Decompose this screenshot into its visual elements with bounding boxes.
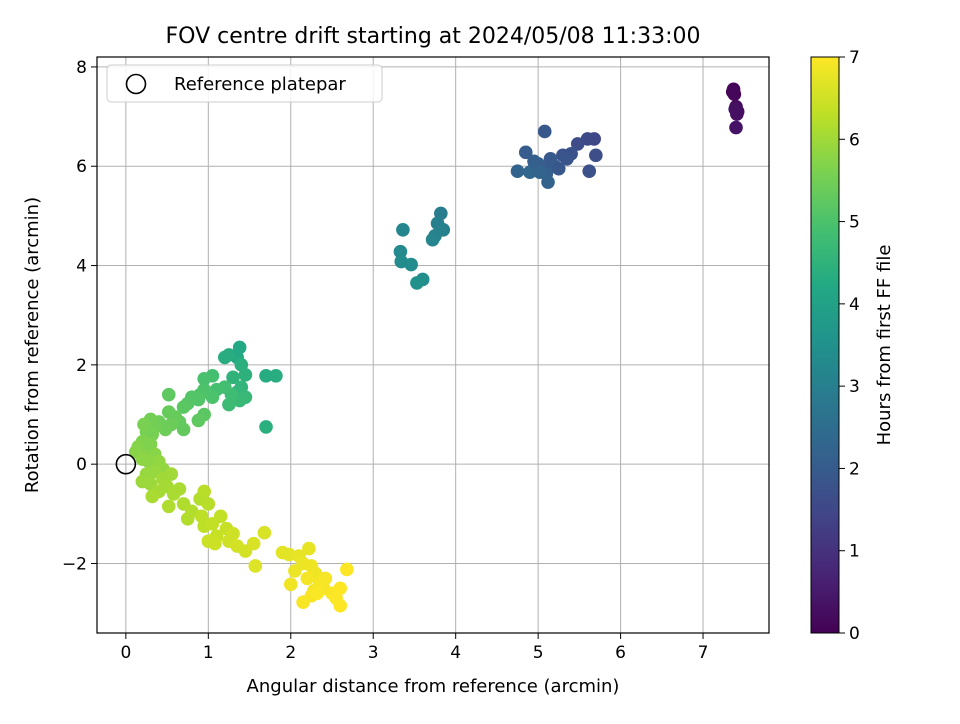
x-tick-label: 2 xyxy=(285,643,296,663)
data-point xyxy=(300,571,315,586)
data-point xyxy=(226,526,240,541)
data-point xyxy=(340,562,354,577)
x-tick-label: 0 xyxy=(120,643,131,663)
data-point xyxy=(329,591,343,606)
legend: Reference platepar xyxy=(106,64,383,103)
y-tick-label: 2 xyxy=(76,356,87,376)
y-tick-label: 8 xyxy=(76,58,87,78)
x-axis-label: Angular distance from reference (arcmin) xyxy=(247,676,620,697)
data-point xyxy=(226,370,240,385)
data-point xyxy=(197,484,211,499)
x-tick-label: 6 xyxy=(615,643,626,663)
data-point xyxy=(510,164,525,179)
colorbar-tick-label: 6 xyxy=(849,130,860,150)
colorbar-tick-label: 0 xyxy=(849,624,860,644)
data-point xyxy=(164,467,179,481)
colorbar-tick-label: 5 xyxy=(849,213,860,233)
colorbar-tick-label: 4 xyxy=(849,295,860,315)
y-tick-label: 4 xyxy=(76,257,87,277)
data-point xyxy=(302,541,316,556)
data-point xyxy=(551,161,566,176)
legend-entry-reference-platepar: Reference platepar xyxy=(174,74,346,95)
data-point xyxy=(518,145,533,160)
colorbar-gradient xyxy=(810,56,840,634)
data-point xyxy=(729,120,743,135)
data-point xyxy=(197,371,211,386)
x-tick-label: 1 xyxy=(203,643,214,663)
data-point xyxy=(176,400,191,414)
data-point xyxy=(201,497,216,511)
data-point xyxy=(142,454,156,469)
data-point xyxy=(728,102,742,116)
y-axis-ticks: −2 0 2 4 6 8 xyxy=(62,58,97,574)
data-point xyxy=(238,367,253,382)
data-point xyxy=(161,405,176,419)
grid-lines xyxy=(97,57,769,633)
data-point xyxy=(218,350,232,365)
data-point xyxy=(296,595,310,610)
colorbar: 0 1 2 3 4 5 6 7 Hours from first FF file xyxy=(810,48,895,644)
data-point xyxy=(191,413,206,428)
data-points xyxy=(128,82,745,613)
chart-title: FOV centre drift starting at 2024/05/08 … xyxy=(166,24,701,49)
data-point xyxy=(259,368,273,383)
data-point xyxy=(396,223,410,237)
y-tick-label: 6 xyxy=(76,157,87,177)
x-tick-label: 4 xyxy=(450,643,461,663)
data-point xyxy=(213,509,228,524)
data-point xyxy=(172,482,187,496)
data-point xyxy=(208,536,222,551)
data-point xyxy=(570,137,585,151)
x-axis-ticks: 0 1 2 3 4 5 6 7 xyxy=(120,633,708,663)
colorbar-tick-label: 2 xyxy=(849,459,860,479)
data-point xyxy=(246,536,261,551)
y-tick-label: 0 xyxy=(76,455,87,475)
data-point xyxy=(180,511,195,526)
data-point xyxy=(725,84,740,99)
data-point xyxy=(161,387,176,402)
y-tick-label: −2 xyxy=(62,554,87,574)
data-point xyxy=(288,564,302,578)
data-point xyxy=(259,420,273,434)
legend-marker-icon xyxy=(125,73,147,95)
x-tick-label: 3 xyxy=(368,643,379,663)
data-point xyxy=(410,276,424,290)
colorbar-tick-label: 3 xyxy=(849,377,860,397)
colorbar-tick-label: 7 xyxy=(849,48,860,68)
colorbar-label: Hours from first FF file xyxy=(874,245,895,446)
colorbar-tick-label: 1 xyxy=(849,542,860,562)
data-point xyxy=(145,489,160,504)
data-point xyxy=(283,577,298,592)
data-point xyxy=(257,525,272,540)
legend-box xyxy=(106,64,383,103)
data-point xyxy=(269,368,283,383)
data-point xyxy=(523,165,537,179)
x-tick-label: 7 xyxy=(698,643,709,663)
data-point xyxy=(537,124,552,139)
data-point xyxy=(248,559,263,573)
data-point xyxy=(582,164,597,179)
data-point xyxy=(404,257,418,272)
data-point xyxy=(532,165,547,179)
data-point xyxy=(318,571,333,586)
data-point xyxy=(527,154,541,169)
data-point xyxy=(589,148,603,163)
data-point xyxy=(425,232,440,247)
plot-frame xyxy=(96,56,770,634)
reference-platepar-marker xyxy=(115,453,137,475)
colorbar-ticks: 0 1 2 3 4 5 6 7 xyxy=(839,48,860,644)
data-point xyxy=(161,499,176,514)
data-point xyxy=(560,151,574,166)
data-point xyxy=(541,175,555,189)
data-point xyxy=(310,586,324,601)
data-point xyxy=(137,417,151,432)
y-axis-label: Rotation from reference (arcmin) xyxy=(22,197,43,493)
data-point xyxy=(393,244,408,259)
x-tick-label: 5 xyxy=(533,643,544,663)
